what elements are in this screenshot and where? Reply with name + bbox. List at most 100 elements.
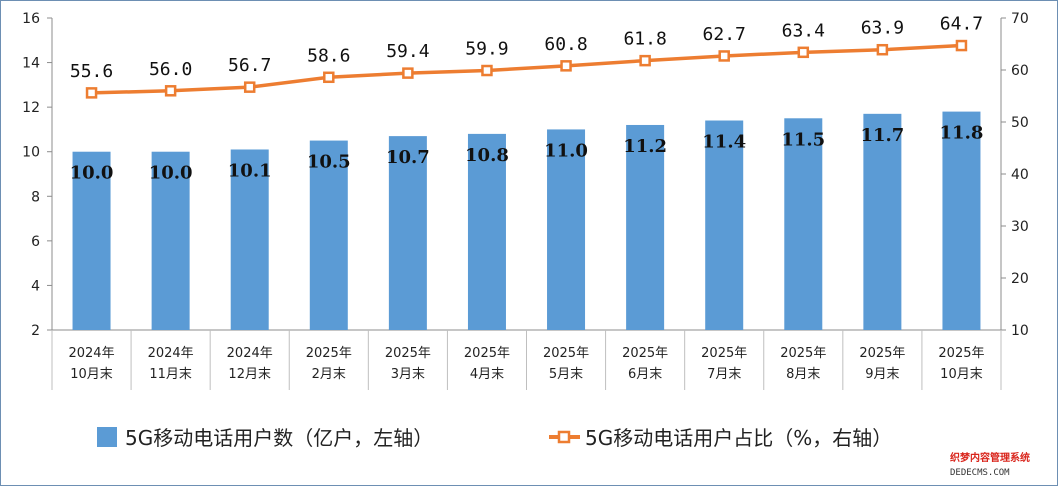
bar-data-label: 11.0 bbox=[544, 140, 588, 161]
legend-bar-label: 5G移动电话用户数（亿户，左轴） bbox=[125, 426, 433, 450]
left-axis-tick-label: 14 bbox=[22, 56, 40, 72]
left-axis-tick-label: 4 bbox=[31, 278, 40, 294]
x-axis-label-year: 2025年 bbox=[464, 346, 510, 361]
line-point bbox=[560, 60, 572, 72]
legend-bar-swatch bbox=[97, 427, 117, 447]
x-axis-label-month: 6月末 bbox=[628, 367, 662, 382]
x-axis-label-month: 5月末 bbox=[549, 367, 583, 382]
legend-line-label: 5G移动电话用户占比（%，右轴） bbox=[585, 426, 892, 450]
x-axis-label-month: 11月末 bbox=[149, 367, 192, 382]
bar-data-label: 10.1 bbox=[228, 160, 272, 181]
legend-line-marker bbox=[557, 430, 571, 444]
line-path bbox=[91, 43, 962, 95]
line-data-label: 56.7 bbox=[228, 55, 271, 76]
x-axis-label-year: 2025年 bbox=[622, 346, 668, 361]
line-point bbox=[323, 71, 335, 84]
bar bbox=[72, 151, 111, 330]
line-data-label: 62.7 bbox=[703, 24, 746, 45]
line-data-label: 63.9 bbox=[861, 18, 904, 39]
right-axis-tick-label: 40 bbox=[1011, 167, 1029, 183]
bar-data-label: 11.5 bbox=[781, 129, 825, 150]
bar bbox=[547, 129, 586, 330]
x-axis-label-year: 2024年 bbox=[68, 346, 114, 361]
x-axis-label-year: 2024年 bbox=[148, 346, 194, 361]
right-axis-tick-label: 70 bbox=[1011, 11, 1029, 27]
x-axis-label-month: 7月末 bbox=[707, 367, 741, 382]
x-axis-label-month: 2月末 bbox=[312, 367, 346, 382]
bar-data-label: 10.7 bbox=[386, 147, 430, 168]
watermark-title: 织梦内容管理系统 bbox=[950, 451, 1030, 464]
left-axis-tick-label: 10 bbox=[22, 145, 40, 161]
right-axis-tick-label: 20 bbox=[1011, 271, 1029, 287]
line-point bbox=[164, 85, 177, 97]
line-point bbox=[639, 54, 651, 67]
x-axis-label-month: 10月末 bbox=[940, 367, 983, 382]
line-point bbox=[797, 46, 810, 59]
x-axis-label-month: 4月末 bbox=[470, 367, 504, 382]
left-axis: 2 4 6 8 10 12 14 16 bbox=[22, 11, 53, 339]
bar bbox=[784, 118, 823, 331]
watermark-url: DEDECMS.COM bbox=[950, 468, 1010, 478]
bar-series: 10.0 10.0 10.1 10.5 10.7 10.8 11.0 11.2 11.4 11.5… bbox=[70, 111, 984, 331]
line-data-label: 64.7 bbox=[940, 14, 983, 35]
left-axis-tick-label: 6 bbox=[31, 234, 40, 250]
line-data-label: 59.9 bbox=[465, 39, 508, 60]
bar bbox=[388, 136, 427, 330]
right-axis-tick-label: 10 bbox=[1011, 323, 1029, 339]
bar-data-label: 11.2 bbox=[623, 136, 667, 157]
bar-data-label: 11.8 bbox=[940, 123, 984, 144]
x-axis-label-year: 2025年 bbox=[543, 346, 589, 361]
x-axis-label-month: 8月末 bbox=[786, 367, 820, 382]
line-data-label: 60.8 bbox=[544, 34, 587, 55]
line-data-label: 56.0 bbox=[149, 59, 192, 80]
watermark: 织梦内容管理系统 DEDECMS.COM bbox=[950, 451, 1030, 478]
right-axis: 10 20 30 40 50 60 70 bbox=[1000, 11, 1029, 339]
x-axis-label-month: 3月末 bbox=[391, 367, 425, 382]
bar bbox=[626, 124, 665, 330]
left-axis-tick-label: 12 bbox=[22, 100, 40, 116]
bar bbox=[863, 113, 902, 330]
x-axis-label-month: 12月末 bbox=[228, 367, 271, 382]
line-point bbox=[85, 87, 98, 99]
bar-data-label: 10.0 bbox=[149, 163, 193, 184]
bar-data-label: 11.4 bbox=[702, 132, 746, 153]
line-point bbox=[876, 43, 889, 56]
bar-data-label: 10.5 bbox=[307, 152, 351, 173]
bar-data-label: 11.7 bbox=[860, 125, 904, 146]
bar bbox=[467, 133, 506, 330]
x-axis-label-year: 2025年 bbox=[306, 346, 352, 361]
x-axis-label-year: 2025年 bbox=[701, 346, 747, 361]
x-axis-label-year: 2025年 bbox=[859, 346, 905, 361]
line-series: 55.6 56.0 56.7 58.6 59.4 59.9 60.8 61.8 62.7 63.4… bbox=[70, 14, 983, 99]
x-axis-label-year: 2025年 bbox=[780, 346, 826, 361]
line-point bbox=[481, 64, 493, 77]
bar bbox=[705, 120, 744, 330]
bar-data-label: 10.8 bbox=[465, 145, 509, 166]
bar bbox=[151, 151, 190, 330]
left-axis-tick-label: 8 bbox=[31, 189, 40, 205]
bar bbox=[309, 140, 348, 330]
x-axis-label-year: 2025年 bbox=[938, 346, 984, 361]
line-point bbox=[243, 81, 256, 93]
x-axis: 2024年 10月末 2024年 11月末 2024年 12月末 2025年 2月末 2025年… bbox=[51, 329, 1002, 390]
line-point bbox=[955, 39, 968, 52]
line-data-label: 58.6 bbox=[307, 45, 350, 66]
right-axis-tick-label: 60 bbox=[1011, 63, 1029, 79]
x-axis-label-month: 9月末 bbox=[865, 367, 899, 382]
right-axis-tick-label: 50 bbox=[1011, 115, 1029, 131]
line-point bbox=[718, 50, 730, 62]
line-point bbox=[402, 67, 414, 79]
line-data-label: 59.4 bbox=[386, 41, 429, 62]
left-axis-tick-label: 2 bbox=[31, 323, 40, 339]
x-axis-label-year: 2024年 bbox=[227, 346, 273, 361]
bar bbox=[942, 111, 981, 330]
bar-data-label: 10.0 bbox=[70, 163, 114, 184]
bar bbox=[230, 149, 269, 330]
line-data-label: 63.4 bbox=[782, 20, 825, 41]
left-axis-tick-label: 16 bbox=[22, 11, 40, 27]
x-axis-label-month: 10月末 bbox=[70, 367, 113, 382]
line-data-label: 55.6 bbox=[70, 61, 113, 82]
legend: 5G移动电话用户数（亿户，左轴） 5G移动电话用户占比（%，右轴） bbox=[97, 426, 892, 450]
right-axis-tick-label: 30 bbox=[1011, 219, 1029, 235]
